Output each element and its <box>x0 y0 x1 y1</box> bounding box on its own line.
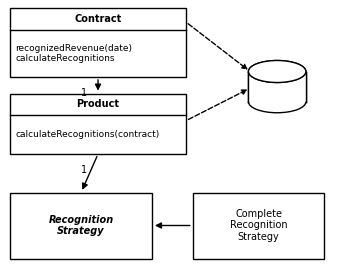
Bar <box>10 8 186 77</box>
Text: 1: 1 <box>81 165 88 175</box>
Text: 1: 1 <box>81 88 88 98</box>
Ellipse shape <box>248 60 306 82</box>
Bar <box>248 72 306 102</box>
Text: Recognition
Strategy: Recognition Strategy <box>48 215 114 236</box>
Bar <box>193 192 324 258</box>
Text: recognizedRevenue(date)
calculateRecognitions: recognizedRevenue(date) calculateRecogni… <box>15 44 132 63</box>
Ellipse shape <box>248 60 306 82</box>
Text: Product: Product <box>76 99 120 109</box>
Text: calculateRecognitions(contract): calculateRecognitions(contract) <box>15 130 160 139</box>
Text: Contract: Contract <box>74 14 122 24</box>
Bar <box>10 94 186 154</box>
Text: Complete
Recognition
Strategy: Complete Recognition Strategy <box>230 209 287 242</box>
Bar <box>10 192 152 258</box>
